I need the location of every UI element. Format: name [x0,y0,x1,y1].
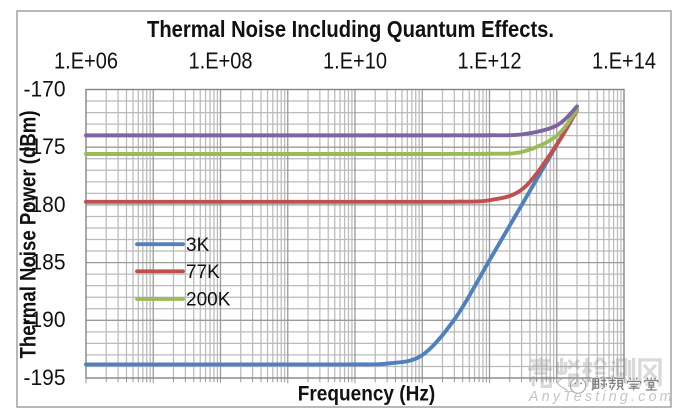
svg-text:-190: -190 [24,307,66,332]
svg-text:-195: -195 [24,365,66,390]
svg-text:1.E+08: 1.E+08 [189,47,253,73]
svg-text:Thermal Noise Power (dBm): Thermal Noise Power (dBm) [15,111,40,359]
svg-text:-175: -175 [24,134,66,159]
svg-text:Thermal Noise Including Quantu: Thermal Noise Including Quantum Effects. [147,16,554,42]
svg-text:1.E+14: 1.E+14 [592,47,656,73]
svg-text:Frequency (Hz): Frequency (Hz) [298,382,436,406]
svg-text:-185: -185 [24,250,66,275]
svg-text:200K: 200K [186,290,231,311]
svg-text:-180: -180 [24,192,66,217]
svg-text:1.E+06: 1.E+06 [54,47,118,73]
svg-text:1.E+10: 1.E+10 [323,47,387,73]
svg-text:1.E+12: 1.E+12 [458,47,522,73]
svg-text:-170: -170 [24,76,66,101]
svg-text:3K: 3K [186,235,210,256]
svg-text:77K: 77K [186,262,220,283]
svg-text:AnyTesting.com: AnyTesting.com [528,389,675,405]
